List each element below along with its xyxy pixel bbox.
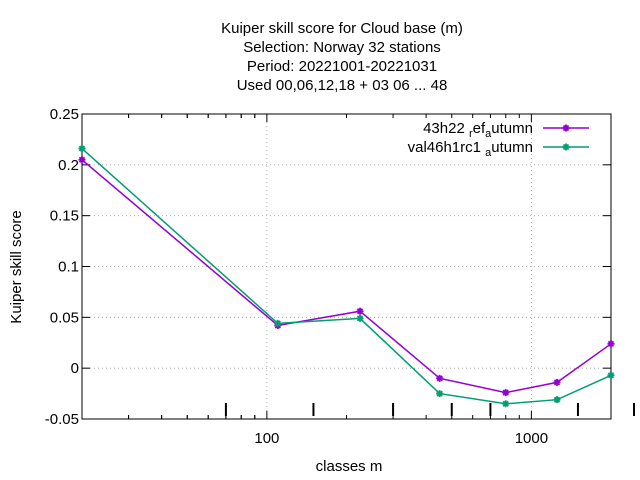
tick-labels: -0.05 0 0.05 0.1 0.15 0.2 0.25 100 1000	[45, 106, 548, 447]
data-point	[356, 307, 364, 315]
y-tick-label: 0.25	[50, 106, 79, 123]
series-2	[78, 145, 615, 408]
y-tick-label: 0.1	[58, 259, 79, 276]
data-point	[553, 378, 561, 386]
data-point	[78, 145, 86, 153]
legend-marker	[562, 143, 570, 151]
y-axis-label: Kuiper skill score	[8, 210, 25, 323]
grid	[82, 114, 611, 419]
y-tick-label: 0.15	[50, 208, 79, 225]
data-point	[274, 319, 282, 327]
data-point	[436, 374, 444, 382]
series-1	[78, 156, 615, 397]
legend-marker	[562, 124, 570, 132]
legend-label-1: 43h22 refautumn	[423, 120, 533, 140]
legend-entry-1: 43h22 refautumn	[423, 120, 589, 140]
x-tick-label: 1000	[515, 430, 548, 447]
legend-entry-2: val46h1rc1 autumn	[408, 139, 589, 159]
x-axis-label: classes m	[316, 458, 383, 475]
data-point	[607, 340, 615, 348]
legend-label-2: val46h1rc1 autumn	[408, 139, 533, 159]
x-tick-label: 100	[254, 430, 279, 447]
data-point	[502, 389, 510, 397]
title-line-3: Period: 20221001-20221031	[247, 58, 437, 75]
y-tick-label: 0.05	[50, 309, 79, 326]
y-tick-label: 0	[71, 360, 79, 377]
title-line-4: Used 00,06,12,18 + 03 06 ... 48	[237, 77, 448, 94]
data-point	[436, 390, 444, 398]
data-point	[607, 371, 615, 379]
chart-title: Kuiper skill score for Cloud base (m) Se…	[221, 20, 463, 94]
y-tick-label: 0.2	[58, 157, 79, 174]
plot-frame	[81, 113, 612, 420]
y-tick-label: -0.05	[45, 411, 79, 428]
axis-ticks	[81, 113, 612, 420]
legend: 43h22 refautumn val46h1rc1 autumn	[408, 120, 589, 159]
title-line-2: Selection: Norway 32 stations	[243, 39, 441, 56]
series-lines	[78, 145, 615, 408]
data-point	[502, 400, 510, 408]
observation-marks	[224, 403, 635, 416]
data-point	[356, 314, 364, 322]
data-point	[553, 396, 561, 404]
data-point	[78, 156, 86, 164]
title-line-1: Kuiper skill score for Cloud base (m)	[221, 20, 463, 37]
